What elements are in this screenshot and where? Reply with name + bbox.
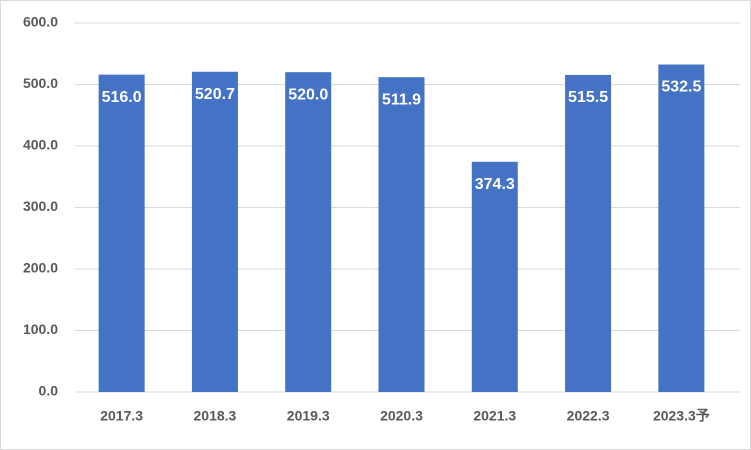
y-tick-label: 300.0 xyxy=(23,198,58,214)
bar xyxy=(285,72,332,392)
value-label: 511.9 xyxy=(382,91,421,108)
x-tick-label: 2023.3予 xyxy=(653,408,710,424)
x-tick-label: 2022.3 xyxy=(567,408,610,424)
bar xyxy=(98,74,145,392)
bar xyxy=(658,64,705,392)
value-label: 532.5 xyxy=(661,79,701,96)
bar xyxy=(565,74,612,392)
x-tick-label: 2020.3 xyxy=(380,408,423,424)
y-tick-label: 0.0 xyxy=(39,383,59,399)
value-label: 516.0 xyxy=(102,89,142,106)
x-tick-label: 2019.3 xyxy=(287,408,330,424)
bar xyxy=(471,161,518,392)
y-tick-label: 500.0 xyxy=(23,75,58,91)
value-label: 520.0 xyxy=(288,86,328,103)
value-label: 374.3 xyxy=(475,176,515,193)
value-label: 515.5 xyxy=(568,89,608,106)
bar xyxy=(378,77,425,392)
y-tick-label: 200.0 xyxy=(23,260,58,276)
value-label: 520.7 xyxy=(195,86,235,103)
y-tick-label: 100.0 xyxy=(23,321,58,337)
y-tick-label: 400.0 xyxy=(23,137,58,153)
x-tick-label: 2018.3 xyxy=(194,408,237,424)
bar xyxy=(191,71,238,392)
y-tick-label: 600.0 xyxy=(23,14,58,30)
x-tick-label: 2017.3 xyxy=(100,408,143,424)
x-tick-label: 2021.3 xyxy=(473,408,516,424)
